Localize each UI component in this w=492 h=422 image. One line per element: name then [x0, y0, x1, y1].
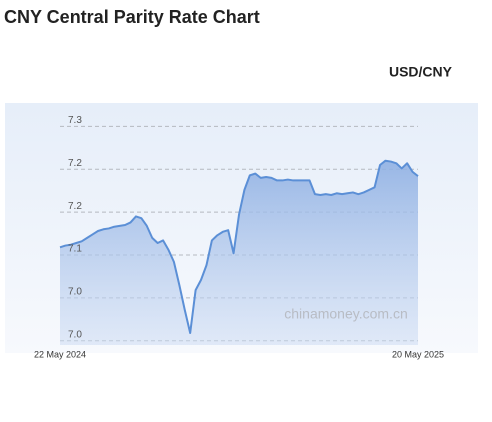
x-tick-label: 22 May 2024	[34, 349, 86, 359]
y-tick-label: 7.0	[68, 286, 82, 297]
line	[59, 159, 419, 334]
chart-title: CNY Central Parity Rate Chart	[4, 7, 260, 27]
legend-label: USD/CNY	[389, 64, 453, 80]
y-tick-label: 7.3	[68, 115, 82, 126]
marks	[59, 159, 419, 345]
y-tick-label: 7.1	[68, 244, 82, 255]
x-tick-label: 20 May 2025	[392, 349, 444, 359]
area	[60, 160, 418, 345]
y-tick-label: 7.2	[68, 158, 82, 169]
watermark: chinamoney.com.cn	[284, 306, 407, 322]
y-tick-label: 7.2	[68, 201, 82, 212]
y-tick-label: 7.0	[68, 329, 82, 340]
